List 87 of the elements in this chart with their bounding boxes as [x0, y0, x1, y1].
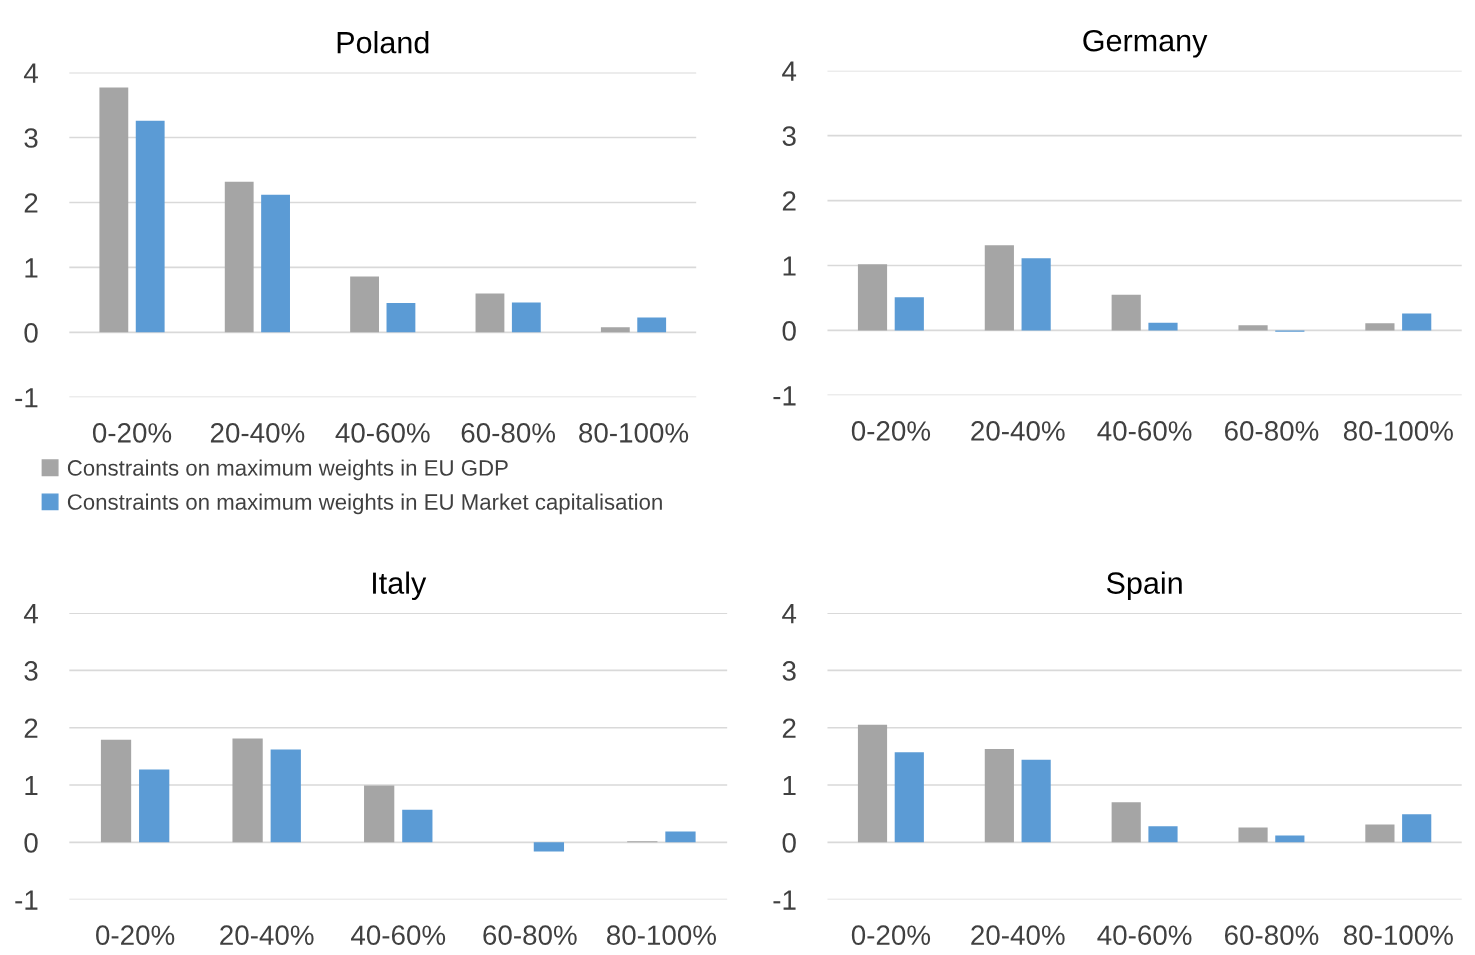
bar — [139, 769, 170, 843]
y-tick-label: 1 — [783, 256, 796, 276]
y-tick-label: 4 — [782, 61, 797, 81]
bar — [600, 327, 630, 333]
y-tick-label: 1 — [25, 258, 38, 278]
x-tick-label: 60-80% — [1224, 925, 1319, 946]
x-tick-label: 20-40% — [971, 925, 1065, 946]
y-tick-label: -1 — [15, 890, 38, 910]
bar — [1238, 325, 1268, 331]
x-tick-label: 80-100% — [607, 925, 716, 946]
y-tick-label: 2 — [24, 718, 38, 738]
chart-title: Poland — [337, 30, 429, 54]
bar — [1275, 835, 1305, 843]
x-tick-label: 40-60% — [351, 925, 446, 946]
y-tick-label: 3 — [782, 126, 796, 146]
y-tick-label: -1 — [773, 890, 796, 910]
bar — [894, 752, 924, 843]
bar — [224, 181, 254, 333]
x-tick-label: 80-100% — [1343, 421, 1453, 441]
bar — [511, 302, 541, 333]
x-tick-label: 0-20% — [92, 423, 172, 443]
bar — [857, 724, 888, 843]
x-tick-label: 0-20% — [96, 925, 175, 946]
y-tick-label: 0 — [24, 323, 38, 343]
y-tick-label: 0 — [782, 321, 796, 341]
bar — [100, 739, 132, 843]
chart-title: Spain — [1106, 571, 1182, 601]
bar — [350, 276, 379, 333]
bar — [984, 245, 1014, 331]
x-tick-label: 60-80% — [483, 925, 577, 946]
x-tick-label: 20-40% — [220, 925, 314, 946]
bar — [99, 87, 129, 333]
bar — [402, 809, 433, 843]
bar — [665, 831, 696, 843]
bar — [1365, 323, 1395, 331]
y-tick-label: 3 — [24, 128, 38, 148]
y-tick-label: 0 — [782, 832, 796, 853]
bar — [1365, 824, 1395, 843]
x-tick-label: 80-100% — [1343, 925, 1453, 946]
bar — [261, 194, 290, 333]
bar — [857, 264, 888, 331]
bar — [1238, 827, 1268, 843]
x-tick-label: 20-40% — [210, 423, 305, 443]
x-tick-label: 40-60% — [1097, 421, 1192, 441]
y-tick-label: 2 — [782, 191, 796, 211]
y-tick-label: -1 — [773, 386, 796, 406]
legend-label: Constraints on maximum weights in EU GDP — [67, 459, 508, 481]
bar — [637, 317, 667, 333]
bar — [1402, 313, 1432, 331]
y-tick-label: 1 — [25, 775, 38, 796]
x-tick-label: 0-20% — [851, 925, 931, 946]
y-tick-label: 3 — [782, 661, 796, 681]
y-tick-label: 4 — [782, 604, 797, 624]
x-tick-label: 60-80% — [1224, 421, 1319, 441]
x-tick-label: 40-60% — [1097, 925, 1192, 946]
y-tick-label: 4 — [23, 63, 38, 83]
chart-title: Italy — [373, 571, 427, 601]
bar — [270, 749, 301, 843]
bar — [533, 842, 565, 852]
y-tick-label: 1 — [783, 775, 796, 796]
y-tick-label: 2 — [782, 718, 796, 738]
bar — [1111, 294, 1141, 331]
chart-title: Germany — [1083, 29, 1208, 58]
bar — [1148, 826, 1178, 843]
y-tick-label: 4 — [23, 604, 38, 624]
y-tick-label: 0 — [24, 832, 38, 853]
bar — [135, 120, 165, 333]
bar — [1111, 802, 1141, 843]
y-tick-label: -1 — [15, 388, 38, 408]
x-tick-label: 80-100% — [579, 423, 689, 443]
bar — [232, 738, 263, 843]
legend-label: Constraints on maximum weights in EU Market capitalisation — [67, 493, 662, 515]
bar — [1402, 814, 1432, 843]
x-tick-label: 40-60% — [335, 423, 430, 443]
bar — [1021, 759, 1051, 843]
x-tick-label: 20-40% — [971, 421, 1065, 441]
x-tick-label: 0-20% — [851, 421, 931, 441]
y-tick-label: 3 — [24, 661, 38, 681]
bar — [386, 303, 416, 333]
bar — [364, 785, 395, 843]
x-tick-label: 60-80% — [461, 423, 556, 443]
bar — [475, 293, 505, 333]
bar — [1148, 322, 1178, 331]
y-tick-label: 2 — [24, 193, 38, 213]
bar — [984, 748, 1014, 843]
bar — [1021, 258, 1051, 331]
bar — [894, 297, 924, 331]
